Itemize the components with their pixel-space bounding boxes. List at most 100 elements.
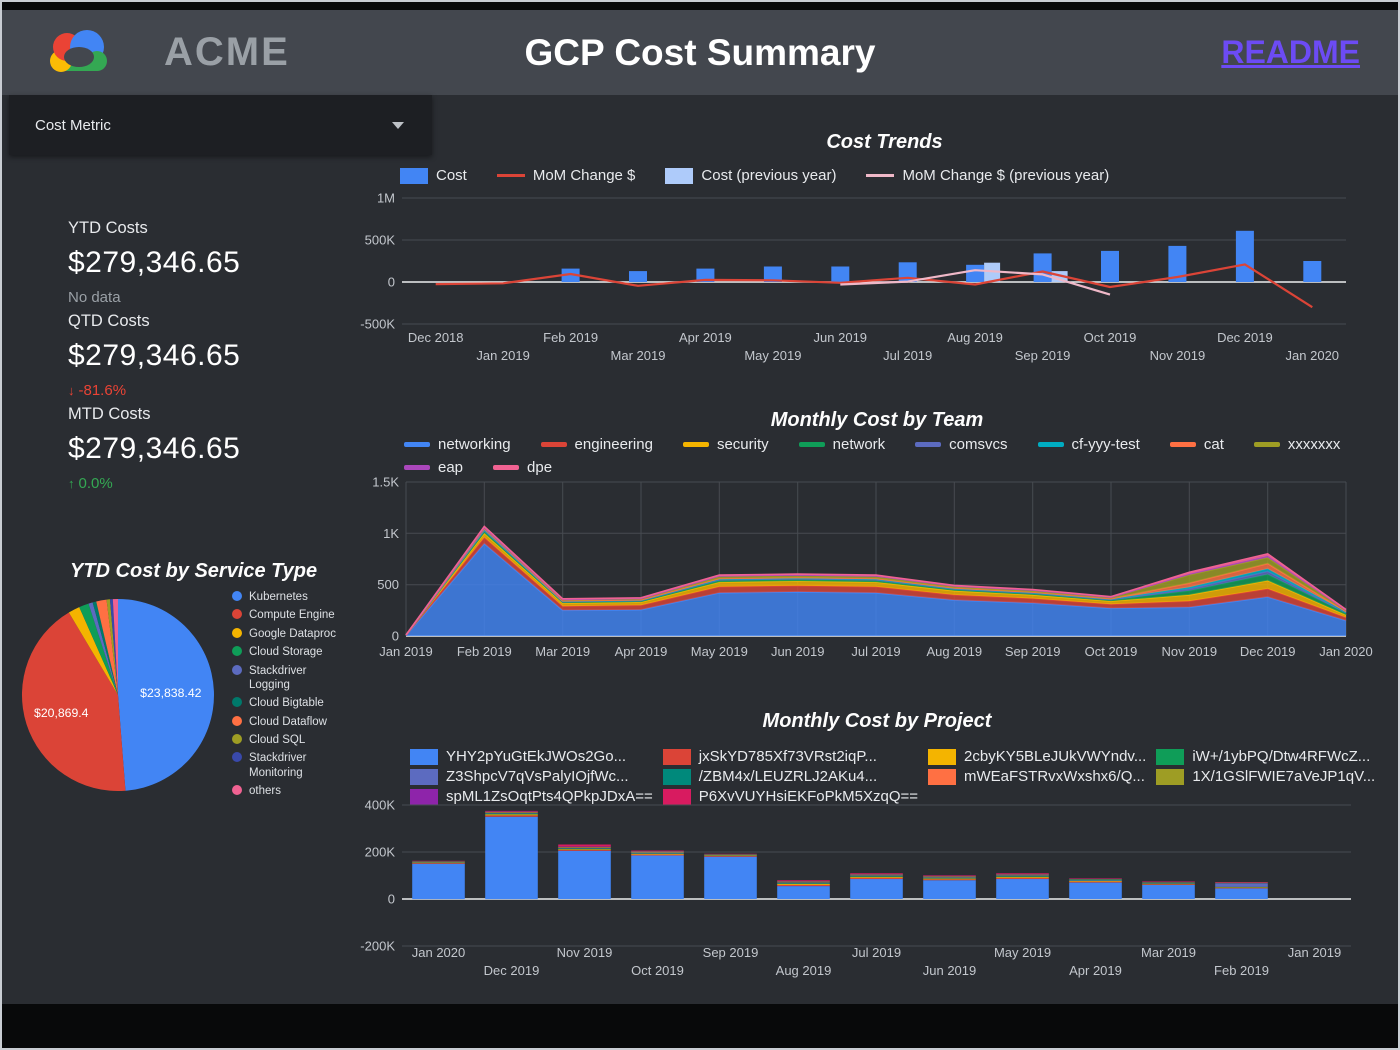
kpi-mtd-delta-value: 0.0% bbox=[78, 475, 113, 492]
svg-text:May 2019: May 2019 bbox=[744, 348, 801, 363]
legend-item: jxSkYD785Xf73VRst2iqP... bbox=[662, 748, 918, 765]
legend-label: mWEaFSTRvxWxshx6/Q... bbox=[964, 768, 1145, 785]
svg-text:-500K: -500K bbox=[360, 317, 395, 332]
legend-swatch-icon bbox=[232, 646, 242, 657]
svg-text:Nov 2019: Nov 2019 bbox=[1161, 644, 1217, 659]
team-chart-title: Monthly Cost by Team bbox=[770, 409, 984, 431]
svg-text:1.5K: 1.5K bbox=[372, 475, 399, 490]
legend-swatch-icon bbox=[232, 715, 242, 726]
svg-text:Apr 2019: Apr 2019 bbox=[615, 644, 668, 659]
legend-label: Z3ShpcV7qVsPalyIOjfWc... bbox=[446, 768, 629, 785]
legend-label: network bbox=[832, 436, 886, 453]
page-title: GCP Cost Summary bbox=[524, 31, 876, 73]
legend-swatch-icon bbox=[232, 591, 242, 601]
svg-text:Feb 2019: Feb 2019 bbox=[543, 330, 598, 345]
service-type-chart-title: YTD Cost by Service Type bbox=[70, 560, 318, 582]
legend-swatch-icon bbox=[1156, 748, 1185, 765]
legend-item: Kubernetes bbox=[232, 590, 342, 604]
legend-swatch-icon bbox=[404, 465, 430, 470]
legend-label: jxSkYD785Xf73VRst2iqP... bbox=[698, 748, 877, 765]
cost-trends-chart[interactable]: 1M 500K 0 -500K Dec 2018 Jan 2019 Feb 2019 Mar … bbox=[358, 190, 1358, 370]
svg-text:Aug 2019: Aug 2019 bbox=[926, 644, 982, 659]
legend-item: 1X/1GSlFWIE7aVeJP1qV... bbox=[1156, 768, 1375, 785]
svg-text:0: 0 bbox=[392, 629, 399, 644]
up-arrow-icon: ↑ bbox=[68, 476, 75, 491]
svg-text:200K: 200K bbox=[365, 845, 396, 860]
project-legend: YHY2pYuGtEkJWOs2Go... jxSkYD785Xf73VRst2i… bbox=[410, 748, 1375, 805]
svg-text:Jun 2019: Jun 2019 bbox=[771, 644, 825, 659]
legend-item: networking bbox=[404, 436, 511, 453]
legend-item: Cloud Dataflow bbox=[232, 715, 342, 729]
svg-text:Nov 2019: Nov 2019 bbox=[1150, 348, 1206, 363]
kpi-ytd-delta: No data bbox=[68, 289, 121, 306]
svg-text:Jan 2020: Jan 2020 bbox=[412, 945, 466, 960]
legend-label: MoM Change $ bbox=[532, 167, 636, 184]
legend-swatch-icon bbox=[540, 442, 567, 447]
svg-text:Mar 2019: Mar 2019 bbox=[1141, 945, 1196, 960]
legend-item: xxxxxxx bbox=[1253, 436, 1341, 453]
legend-swatch-icon bbox=[662, 748, 691, 765]
legend-label: others bbox=[249, 785, 281, 798]
kpi-mtd-delta: ↑ 0.0% bbox=[68, 475, 328, 492]
svg-text:Aug 2019: Aug 2019 bbox=[776, 963, 832, 978]
readme-link[interactable]: README bbox=[1221, 34, 1360, 70]
legend-item: iW+/1ybPQ/Dtw4RFWcZ... bbox=[1156, 748, 1375, 765]
legend-label: 1X/1GSlFWIE7aVeJP1qV... bbox=[1192, 768, 1376, 785]
svg-text:Sep 2019: Sep 2019 bbox=[1005, 644, 1061, 659]
legend-label: spML1ZsOqtPts4QPkpJDxA== bbox=[446, 788, 653, 805]
legend-swatch-icon bbox=[915, 442, 942, 447]
svg-text:Feb 2019: Feb 2019 bbox=[1214, 963, 1269, 978]
kpi-qtd-delta: ↓ -81.6% bbox=[68, 382, 328, 399]
legend-label: networking bbox=[438, 436, 511, 453]
svg-text:Jun 2019: Jun 2019 bbox=[923, 963, 977, 978]
legend-label: Cloud SQL bbox=[249, 734, 306, 746]
legend-swatch-icon bbox=[928, 748, 957, 765]
legend-swatch-icon bbox=[404, 442, 430, 447]
team-legend-row1: networking engineering security network coms… bbox=[404, 436, 1340, 453]
kpi-ytd-label: YTD Costs bbox=[68, 219, 148, 237]
legend-swatch-icon bbox=[232, 609, 242, 620]
legend-swatch-icon bbox=[496, 174, 525, 177]
legend-label: comsvcs bbox=[949, 436, 1008, 453]
cost-metric-dropdown[interactable]: Cost Metric bbox=[9, 95, 432, 155]
svg-text:0: 0 bbox=[388, 892, 395, 907]
kpi-qtd: QTD Costs $279,346.65 ↓ -81.6% bbox=[68, 312, 328, 399]
service-type-pie-chart[interactable]: $23,838.42 $20,869.4 bbox=[20, 597, 216, 793]
svg-text:Dec 2019: Dec 2019 bbox=[1240, 644, 1296, 659]
team-area-chart[interactable]: Jan 2019 Feb 2019 Mar 2019 Apr 2019 May 2019… bbox=[360, 474, 1373, 664]
down-arrow-icon: ↓ bbox=[68, 383, 75, 398]
legend-swatch-icon bbox=[232, 734, 242, 744]
svg-text:Jan 2020: Jan 2020 bbox=[1319, 644, 1373, 659]
legend-swatch-icon bbox=[410, 748, 438, 765]
legend-swatch-icon bbox=[1253, 442, 1280, 447]
project-bar-chart[interactable]: 400K 200K 0 -200K Jan 2020 Dec 2019 Nov 2019 Oc… bbox=[354, 797, 1359, 1002]
legend-swatch-icon bbox=[400, 167, 428, 184]
legend-label: Stackdriver Logging bbox=[249, 664, 307, 691]
svg-text:400K: 400K bbox=[365, 798, 396, 813]
legend-swatch-icon bbox=[232, 664, 242, 675]
legend-label: Kubernetes bbox=[249, 591, 308, 603]
legend-item: Google Dataproc bbox=[232, 627, 342, 641]
legend-item: eap bbox=[404, 459, 463, 476]
svg-text:1K: 1K bbox=[383, 526, 399, 541]
legend-item: Compute Engine bbox=[232, 608, 342, 622]
kpi-ytd-value: $279,346.65 bbox=[68, 246, 241, 279]
legend-label: xxxxxxx bbox=[1287, 436, 1341, 453]
svg-text:Jul 2019: Jul 2019 bbox=[851, 644, 900, 659]
legend-item: dpe bbox=[493, 459, 552, 476]
svg-text:Dec 2019: Dec 2019 bbox=[1217, 330, 1273, 345]
legend-label: Cloud Bigtable bbox=[249, 697, 324, 710]
svg-text:Jul 2019: Jul 2019 bbox=[883, 348, 932, 363]
svg-text:Dec 2019: Dec 2019 bbox=[484, 963, 540, 978]
legend-item: others bbox=[232, 784, 342, 798]
kpi-ytd: YTD Costs $279,346.65 No data bbox=[68, 219, 328, 306]
svg-text:Jan 2019: Jan 2019 bbox=[1288, 945, 1342, 960]
legend-label: Stackdriver Monitoring bbox=[249, 752, 307, 779]
svg-text:Mar 2019: Mar 2019 bbox=[611, 348, 666, 363]
legend-swatch-icon bbox=[682, 442, 709, 447]
legend-item: mWEaFSTRvxWxshx6/Q... bbox=[928, 768, 1146, 785]
svg-text:500K: 500K bbox=[365, 233, 396, 248]
kpi-mtd-label: MTD Costs bbox=[68, 405, 151, 423]
legend-swatch-icon bbox=[232, 697, 242, 708]
